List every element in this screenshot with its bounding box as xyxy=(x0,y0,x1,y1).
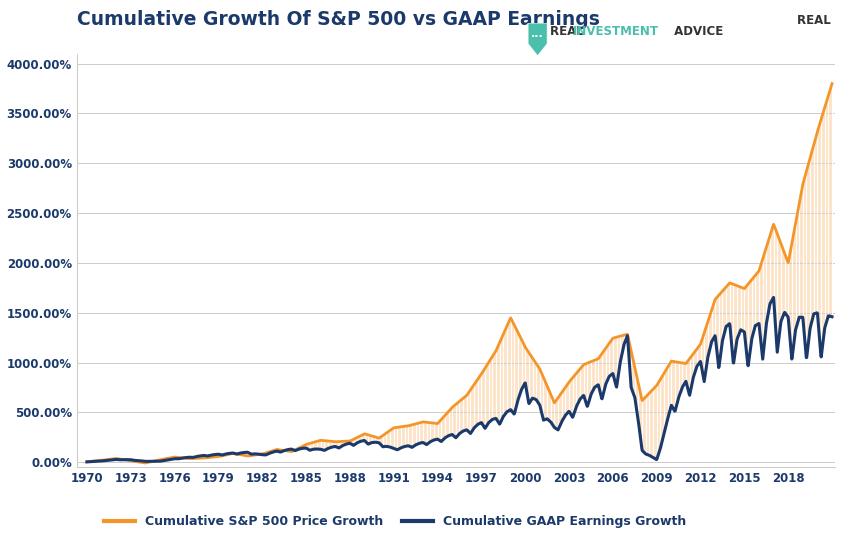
Text: ADVICE: ADVICE xyxy=(670,25,722,38)
Text: REAL: REAL xyxy=(797,14,835,27)
Legend: Cumulative S&P 500 Price Growth, Cumulative GAAP Earnings Growth: Cumulative S&P 500 Price Growth, Cumulat… xyxy=(99,510,692,533)
Text: Cumulative Growth Of S&P 500 vs GAAP Earnings: Cumulative Growth Of S&P 500 vs GAAP Ear… xyxy=(77,10,600,29)
Text: ···: ··· xyxy=(532,32,544,42)
Text: REAL: REAL xyxy=(550,25,587,38)
Text: INVESTMENT: INVESTMENT xyxy=(573,25,659,38)
Polygon shape xyxy=(528,23,547,56)
